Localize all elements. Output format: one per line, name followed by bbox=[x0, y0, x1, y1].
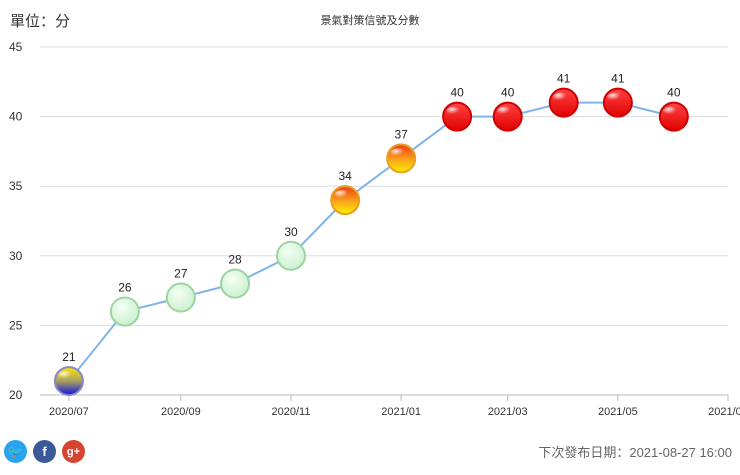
data-label: 34 bbox=[338, 169, 352, 183]
y-tick-label: 20 bbox=[9, 388, 23, 402]
series-line bbox=[68, 101, 675, 382]
signal-point-shine bbox=[552, 92, 569, 103]
facebook-icon[interactable]: f bbox=[33, 440, 56, 463]
signal-point bbox=[548, 87, 579, 118]
next-release-date: 下次發布日期：2021-08-27 16:00 bbox=[538, 445, 732, 460]
signal-point bbox=[492, 101, 523, 132]
chart-title: 景氣對策信號及分數 bbox=[320, 15, 420, 27]
data-label: 40 bbox=[667, 86, 681, 100]
x-tick-label: 2021/03 bbox=[488, 406, 528, 418]
x-tick-label: 2020/09 bbox=[161, 406, 201, 418]
signal-point bbox=[602, 87, 633, 118]
signal-point bbox=[330, 185, 361, 216]
data-label: 37 bbox=[394, 127, 408, 141]
signal-point bbox=[220, 268, 251, 299]
unit-label: 單位：分 bbox=[10, 13, 71, 30]
signal-point bbox=[658, 101, 689, 132]
signal-point bbox=[386, 143, 417, 174]
x-tick-label: 2021/05 bbox=[598, 406, 638, 418]
data-label: 21 bbox=[62, 350, 76, 364]
data-label: 41 bbox=[557, 72, 571, 86]
x-tick-label: 2020/07 bbox=[49, 406, 89, 418]
signal-score-chart: 20 25 30 35 40 45 2020/07 2020/09 2020/11 2021/01… bbox=[9, 40, 740, 418]
signal-point-shine bbox=[390, 148, 407, 159]
y-tick-label: 25 bbox=[9, 318, 23, 332]
data-label: 40 bbox=[501, 86, 515, 100]
y-tick-label: 45 bbox=[9, 40, 23, 54]
data-label: 41 bbox=[611, 72, 625, 86]
signal-point-shine bbox=[606, 92, 623, 103]
signal-point bbox=[276, 240, 307, 271]
data-label: 27 bbox=[174, 267, 188, 281]
signal-point-shine bbox=[446, 106, 463, 117]
y-tick-label: 35 bbox=[9, 179, 23, 193]
x-tick-label: 2020/11 bbox=[272, 406, 311, 418]
y-tick-label: 40 bbox=[9, 110, 23, 124]
google-plus-icon[interactable]: g+ bbox=[62, 440, 85, 463]
x-tick-label: 2021/01 bbox=[381, 406, 421, 418]
data-label: 28 bbox=[228, 253, 242, 267]
signal-point bbox=[442, 101, 473, 132]
signal-point bbox=[109, 296, 140, 327]
social-share-bar: 🐦 f g+ bbox=[4, 440, 85, 463]
signal-point bbox=[165, 282, 196, 313]
signal-point-shine bbox=[496, 106, 513, 117]
y-tick-label: 30 bbox=[9, 249, 23, 263]
signal-point-shine bbox=[662, 106, 679, 117]
data-label: 26 bbox=[118, 280, 132, 294]
signal-point-shine bbox=[334, 190, 351, 201]
signal-point-shine bbox=[57, 371, 74, 382]
data-label: 30 bbox=[284, 225, 298, 239]
signal-point bbox=[53, 366, 84, 397]
data-label: 40 bbox=[450, 86, 464, 100]
x-tick-label: 2021/07 bbox=[708, 406, 740, 418]
twitter-icon[interactable]: 🐦 bbox=[4, 440, 27, 463]
